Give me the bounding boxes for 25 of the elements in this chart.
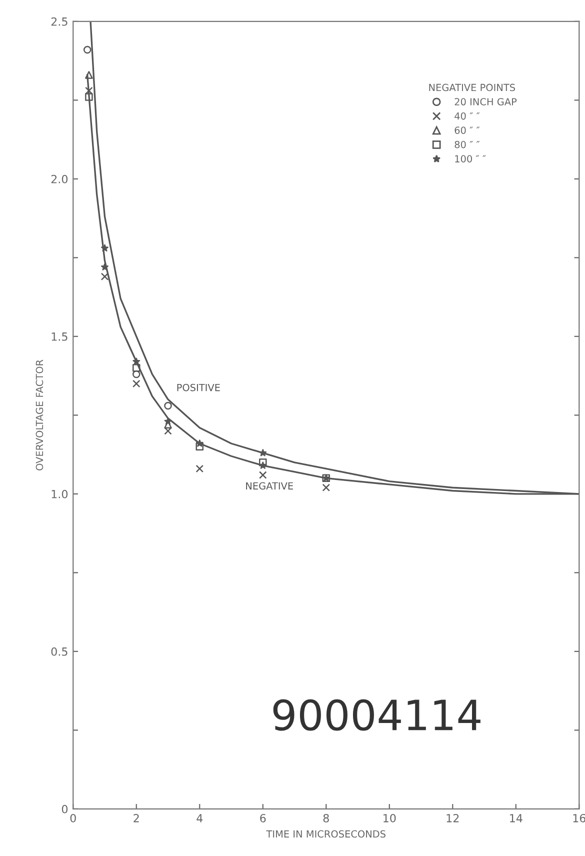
- x-tick-label: 14: [510, 814, 522, 822]
- y-axis-title: OVERVOLTAGE FACTOR: [36, 360, 44, 470]
- y-tick-label: 2.0: [51, 174, 68, 184]
- legend-label: 20 INCH GAP: [454, 98, 517, 106]
- annotation: 90004114: [273, 699, 480, 731]
- legend-label: 100 ″ ″: [455, 155, 486, 162]
- x-tick-label: 10: [384, 814, 396, 822]
- legend-label: 40 ″ ″: [454, 112, 480, 120]
- y-tick-label: 0.5: [51, 647, 68, 656]
- y-tick-label: 0: [62, 804, 68, 814]
- x-tick-label: 2: [134, 814, 139, 822]
- x-axis-title: TIME IN MICROSECONDS: [266, 830, 386, 838]
- y-tick-label: 1.0: [52, 490, 68, 498]
- x-tick-label: 12: [446, 814, 459, 822]
- y-tick-label: 2.5: [51, 17, 68, 26]
- legend-label: 60 ″ ″: [454, 126, 480, 134]
- legend-label: 80 ″ ″: [454, 140, 480, 148]
- series-label: NEGATIVE: [246, 482, 293, 490]
- legend-title: NEGATIVE POINTS: [429, 84, 516, 92]
- x-tick-label: 4: [196, 814, 203, 822]
- x-tick-label: 8: [323, 814, 329, 822]
- x-tick-label: 6: [260, 814, 266, 822]
- x-tick-label: 0: [70, 814, 76, 822]
- y-tick-label: 1.5: [52, 332, 68, 341]
- series-label: POSITIVE: [177, 384, 220, 392]
